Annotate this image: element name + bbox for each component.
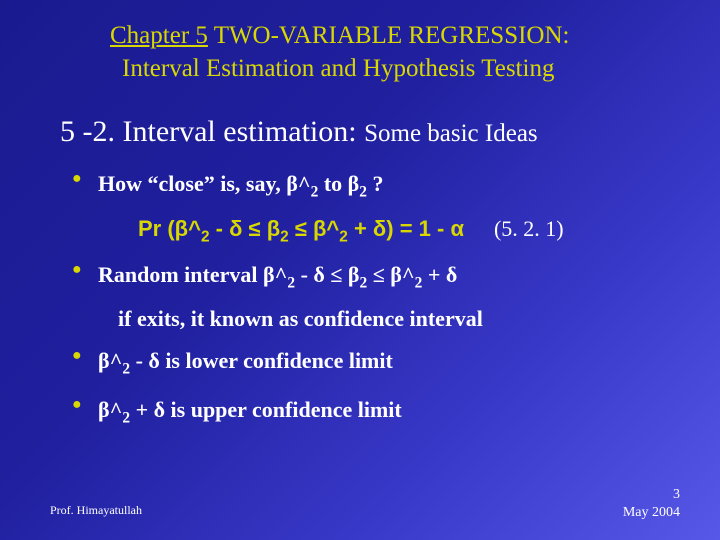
title-line-1: Chapter 5 TWO-VARIABLE REGRESSION: xyxy=(110,22,569,49)
b2-p1: Random interval β^ xyxy=(98,262,287,287)
f-p3: ≤ β^ xyxy=(289,216,340,241)
bullet-2-continuation: if exits, it known as confidence interva… xyxy=(118,306,670,332)
f-p2: - δ ≤ β xyxy=(210,216,281,241)
page-date: May 2004 xyxy=(623,504,680,522)
bullet-3: β^2 - δ is lower confidence limit xyxy=(70,344,670,381)
b2-p3: ≤ β^ xyxy=(367,262,414,287)
title-chapter: Chapter 5 xyxy=(110,22,208,49)
footer-page-info: 3 May 2004 xyxy=(623,486,680,522)
b3-s1: 2 xyxy=(122,361,130,378)
b2-p4: + δ xyxy=(422,262,457,287)
f-p4: + δ) = 1 - α xyxy=(348,216,464,241)
b3-p1: β^ xyxy=(98,348,122,373)
title-line-2: Interval Estimation and Hypothesis Testi… xyxy=(122,53,670,86)
f-s2: 2 xyxy=(280,228,289,245)
b3-p2: - δ is lower confidence limit xyxy=(130,348,393,373)
heading-sub: Some basic Ideas xyxy=(364,120,538,147)
title-rest: TWO-VARIABLE REGRESSION: xyxy=(208,22,570,49)
slide-title: Chapter 5 TWO-VARIABLE REGRESSION: Inter… xyxy=(110,20,670,85)
b4-p1: β^ xyxy=(98,397,122,422)
bullet-list: How “close” is, say, β^2 to β2 ? Pr (β^2… xyxy=(70,167,670,429)
bullet-1: How “close” is, say, β^2 to β2 ? xyxy=(70,167,670,204)
b1-sub2: 2 xyxy=(359,183,367,200)
b4-p2: + δ is upper confidence limit xyxy=(130,397,402,422)
bullet-4: β^2 + δ is upper confidence limit xyxy=(70,393,670,430)
bullet-2: Random interval β^2 - δ ≤ β2 ≤ β^2 + δ xyxy=(70,258,670,295)
b1-mid: to β xyxy=(318,171,359,196)
b1-text: How “close” is, say, β^ xyxy=(98,171,311,196)
formula-tag: (5. 2. 1) xyxy=(494,216,564,241)
b1-end: ? xyxy=(367,171,384,196)
f-s3: 2 xyxy=(339,228,348,245)
formula-line: Pr (β^2 - δ ≤ β2 ≤ β^2 + δ) = 1 - α(5. 2… xyxy=(138,216,670,246)
b2-p2: - δ ≤ β xyxy=(295,262,359,287)
b2-s1: 2 xyxy=(287,274,295,291)
heading-main: 5 -2. Interval estimation: xyxy=(60,115,364,148)
slide-container: Chapter 5 TWO-VARIABLE REGRESSION: Inter… xyxy=(0,0,720,540)
page-number: 3 xyxy=(623,486,680,504)
f-s1: 2 xyxy=(201,228,210,245)
b4-s1: 2 xyxy=(122,409,130,426)
section-heading: 5 -2. Interval estimation: Some basic Id… xyxy=(60,115,670,149)
f-p1: Pr (β^ xyxy=(138,216,201,241)
footer-author: Prof. Himayatullah xyxy=(50,503,142,518)
